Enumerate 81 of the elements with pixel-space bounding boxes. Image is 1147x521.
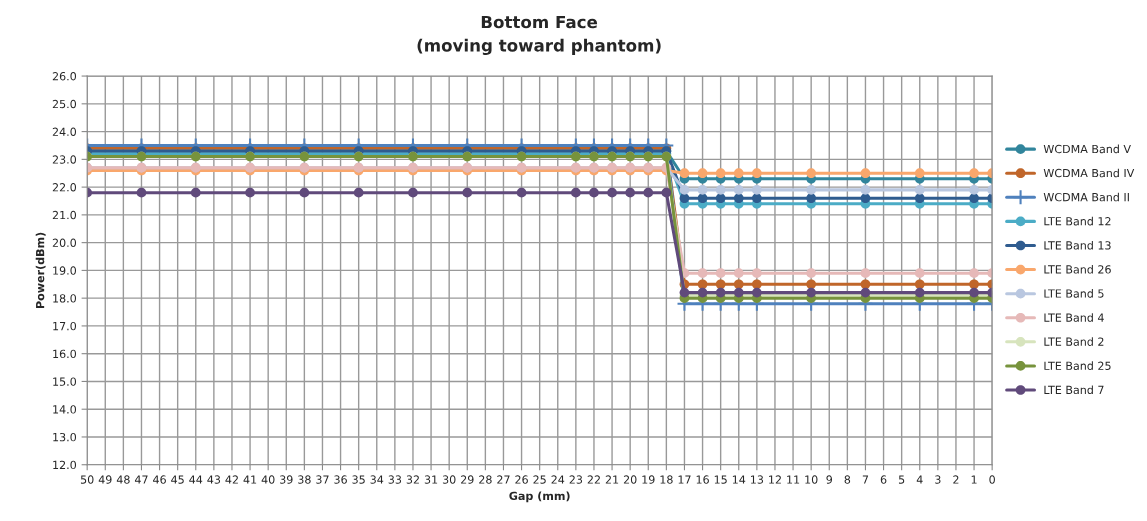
x-tick-label: 47 — [134, 475, 148, 484]
x-tick-label: 0 — [989, 475, 995, 484]
chart-subtitle: (moving toward phantom) — [417, 38, 661, 56]
legend-label: LTE Band 4 — [1044, 313, 1104, 322]
x-tick-label: 23 — [569, 475, 583, 484]
x-tick-label: 26 — [515, 475, 528, 484]
x-tick-label: 3 — [935, 475, 941, 484]
y-tick-label: 12.0 — [53, 460, 77, 470]
x-tick-label: 35 — [352, 475, 365, 484]
x-tick-label: 11 — [787, 475, 800, 484]
y-tick-label: 14.0 — [53, 405, 77, 414]
legend-label: LTE Band 12 — [1044, 216, 1111, 226]
y-tick-label: 26.0 — [52, 72, 77, 81]
y-tick-label: 18.0 — [53, 294, 77, 303]
x-tick-label: 44 — [189, 475, 203, 484]
x-tick-label: 6 — [880, 475, 887, 484]
x-tick-label: 22 — [587, 475, 600, 484]
x-tick-label: 43 — [207, 475, 221, 484]
legend-label: LTE Band 5 — [1044, 289, 1104, 298]
y-axis-title: Power(dBm) — [35, 232, 46, 308]
x-tick-label: 50 — [80, 475, 94, 484]
legend-label: LTE Band 26 — [1044, 265, 1111, 274]
y-tick-label: 19.0 — [53, 266, 77, 275]
legend-label: LTE Band 7 — [1044, 385, 1104, 395]
x-tick-label: 31 — [424, 475, 438, 484]
x-tick-label: 17 — [678, 475, 691, 484]
x-tick-label: 21 — [605, 475, 619, 484]
x-tick-label: 7 — [862, 475, 869, 484]
x-tick-label: 46 — [153, 475, 166, 484]
y-tick-label: 22.0 — [52, 183, 77, 192]
chart-title: Bottom Face — [481, 15, 598, 29]
legend-label: LTE Band 13 — [1044, 240, 1111, 250]
legend-label: WCDMA Band IV — [1043, 168, 1135, 178]
x-tick-label: 33 — [388, 475, 402, 484]
x-tick-label: 45 — [171, 475, 184, 484]
x-tick-label: 13 — [751, 475, 764, 484]
legend-label: WCDMA Band II — [1043, 192, 1129, 202]
y-tick-label: 21.0 — [52, 210, 77, 220]
y-tick-label: 24.0 — [52, 127, 77, 136]
x-tick-label: 18 — [660, 475, 673, 484]
y-tick-label: 16.0 — [53, 349, 77, 359]
y-tick-label: 25.0 — [52, 99, 77, 109]
x-tick-label: 32 — [406, 475, 419, 484]
x-tick-label: 49 — [98, 475, 112, 484]
x-tick-label: 12 — [769, 475, 781, 484]
x-tick-label: 25 — [533, 475, 546, 484]
y-tick-label: 15.0 — [53, 377, 77, 386]
x-tick-label: 40 — [261, 475, 275, 484]
x-tick-label: 28 — [479, 475, 492, 484]
x-tick-label: 15 — [714, 475, 727, 484]
x-tick-label: 24 — [551, 475, 565, 484]
x-tick-label: 37 — [316, 475, 329, 484]
x-tick-label: 27 — [497, 475, 510, 484]
x-tick-label: 41 — [243, 475, 257, 484]
x-tick-label: 48 — [116, 475, 130, 484]
y-tick-label: 23.0 — [52, 155, 77, 164]
x-axis-title: Gap (mm) — [509, 491, 570, 503]
x-tick-label: 5 — [898, 475, 905, 484]
x-tick-label: 38 — [298, 475, 311, 484]
legend-label: WCDMA Band V — [1043, 144, 1131, 154]
x-tick-label: 30 — [442, 475, 456, 484]
x-tick-label: 2 — [953, 475, 959, 484]
y-tick-label: 17.0 — [53, 321, 77, 331]
x-tick-label: 9 — [826, 475, 833, 484]
x-tick-label: 14 — [732, 475, 746, 484]
x-tick-label: 42 — [225, 475, 238, 484]
x-tick-label: 1 — [971, 475, 977, 484]
x-tick-label: 36 — [334, 475, 347, 484]
x-tick-label: 34 — [370, 475, 384, 484]
x-tick-label: 29 — [461, 475, 474, 484]
x-tick-label: 8 — [844, 475, 851, 484]
y-tick-label: 13.0 — [53, 432, 77, 442]
legend-label: LTE Band 2 — [1044, 337, 1104, 346]
x-tick-label: 39 — [280, 475, 293, 484]
x-tick-label: 20 — [623, 475, 637, 484]
x-tick-label: 19 — [642, 475, 655, 484]
y-tick-label: 20.0 — [52, 238, 77, 248]
x-tick-label: 16 — [696, 475, 709, 484]
x-tick-label: 4 — [916, 475, 923, 484]
x-tick-label: 10 — [805, 475, 818, 484]
legend-label: LTE Band 25 — [1044, 361, 1111, 370]
